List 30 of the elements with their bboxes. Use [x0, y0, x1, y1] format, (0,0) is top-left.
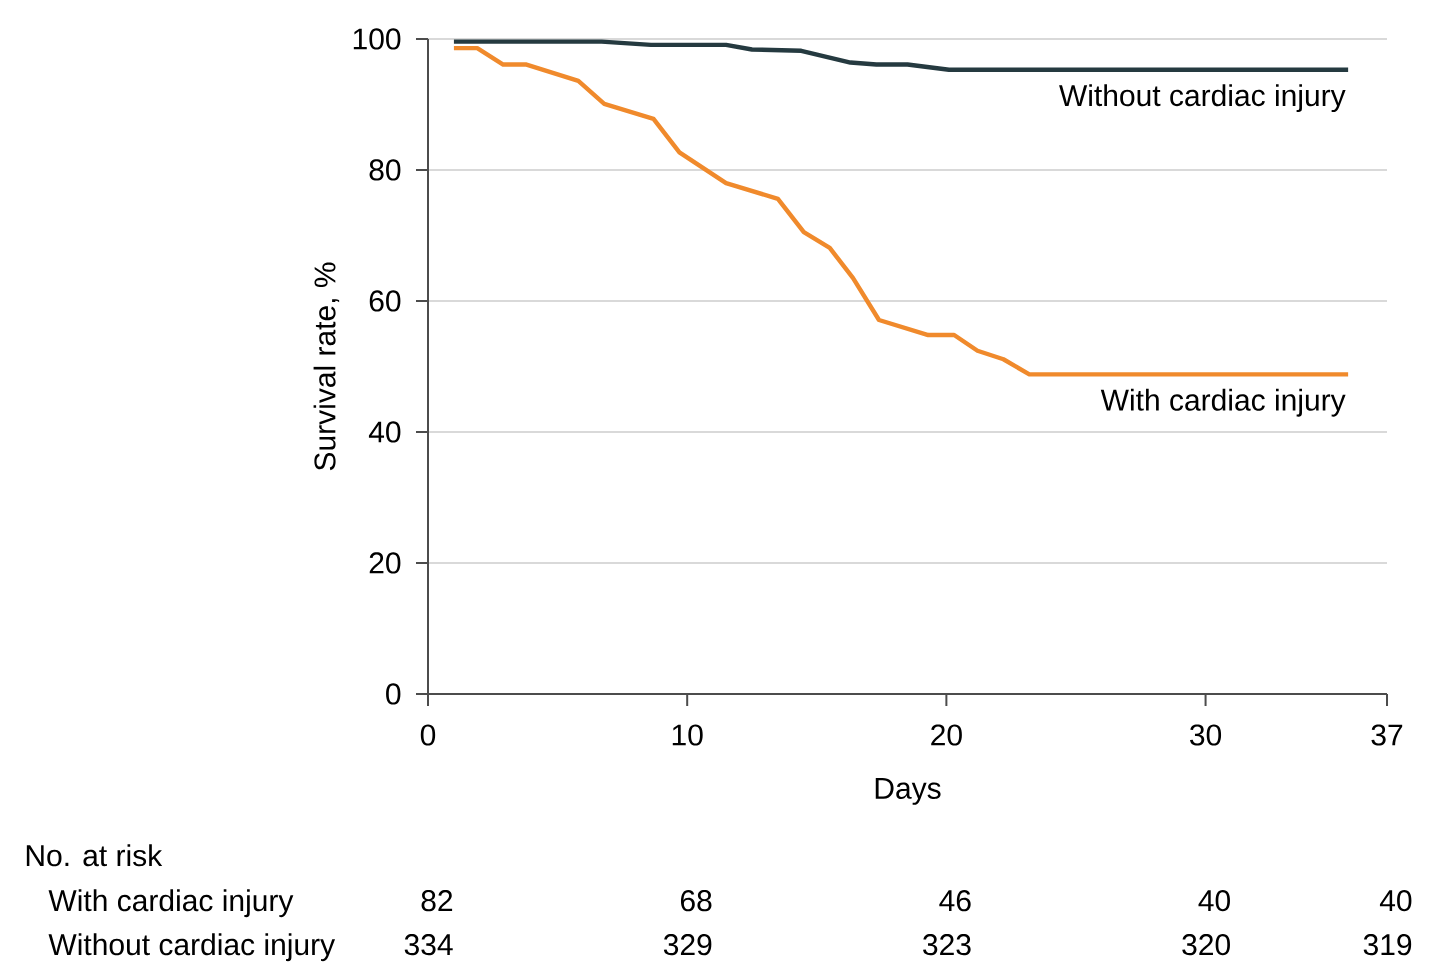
x-tick-label: 20 — [931, 724, 962, 746]
line-series — [451, 39, 1351, 72]
text: 320 — [1182, 934, 1230, 956]
y-axis-title: Survival rate, % — [313, 262, 340, 471]
text: 46 — [939, 890, 971, 912]
x-tick-label: 30 — [1190, 724, 1222, 746]
text: 323 — [923, 934, 971, 956]
series-label: With cardiac injury — [1100, 388, 1346, 417]
x-tick-label: 10 — [672, 724, 703, 746]
text: 319 — [1363, 934, 1412, 956]
x-tick-label: 37 — [1371, 724, 1403, 746]
series-label: Without cardiac injury — [1059, 84, 1346, 113]
text: No. at risk — [26, 844, 163, 867]
text: 82 — [421, 890, 453, 912]
y-tick-label: 100 — [353, 28, 401, 50]
x-axis-title: Days — [875, 778, 941, 805]
y-tick-label: 60 — [369, 290, 401, 312]
text: 40 — [1379, 890, 1412, 912]
y-tick-label: 20 — [369, 552, 401, 574]
text: 68 — [680, 890, 712, 912]
text: 40 — [1198, 890, 1230, 912]
y-tick-label: 0 — [386, 683, 401, 705]
text: With cardiac injury — [48, 889, 294, 918]
text: Without cardiac injury — [48, 933, 336, 962]
text: 334 — [404, 934, 453, 956]
y-tick-label: 80 — [369, 159, 401, 181]
text: 329 — [663, 934, 712, 956]
y-tick-label: 40 — [368, 421, 401, 443]
x-tick-label: 0 — [420, 724, 436, 746]
line-series — [451, 45, 1351, 377]
